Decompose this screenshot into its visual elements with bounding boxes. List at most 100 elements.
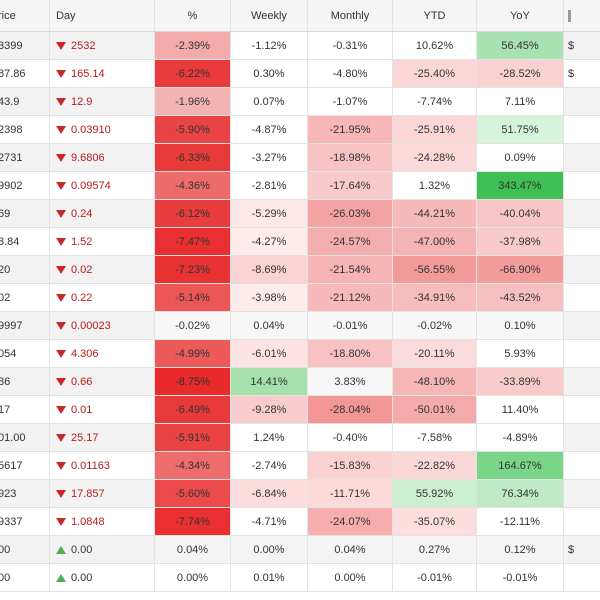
monthly-change-cell: -0.01% [308,312,393,339]
weekly-change-value: 0.07% [253,95,285,108]
table-row[interactable]: 9997 0.00023 -0.02% 0.04% -0.01% -0.02% 0.10% [0,312,600,340]
ytd-change-cell: -50.01% [393,396,477,423]
yoy-change-cell: 7.11% [477,88,564,115]
table-row[interactable]: 00 0.00 0.00% 0.01% 0.00% -0.01% -0.01% [0,564,600,592]
day-change-value: 17.857 [71,487,105,500]
percent-change-cell: -0.02% [155,312,231,339]
ytd-change-value: -0.02% [417,319,452,332]
percent-change-value: -7.23% [175,263,210,276]
day-change-cell: 17.857 [50,480,155,507]
monthly-change-value: 3.83% [334,375,366,388]
price-cell: 87.86 [0,60,50,87]
column-header-extra[interactable] [564,0,600,31]
yoy-change-value: 76.34% [501,487,539,500]
triangle-down-icon [56,349,66,358]
table-row[interactable]: 86 0.66 -8.75% 14.41% 3.83% -48.10% -33.89% [0,368,600,396]
day-change-cell: 1.0848 [50,508,155,535]
day-change-cell: 0.00 [50,536,155,563]
extra-cell [564,88,600,115]
percent-change-value: -0.02% [175,319,210,332]
table-row[interactable]: 01.00 25.17 -5.91% 1.24% -0.40% -7.58% -4.89% [0,424,600,452]
table-row[interactable]: 43.9 12.9 -1.96% 0.07% -1.07% -7.74% 7.11% [0,88,600,116]
price-cell: 054 [0,340,50,367]
monthly-change-cell: 3.83% [308,368,393,395]
table-row[interactable]: 00 0.00 0.04% 0.00% 0.04% 0.27% 0.12% $ [0,536,600,564]
percent-change-value: -7.47% [175,235,210,248]
price-value: 9902 [0,179,23,192]
column-header-price[interactable]: rice [0,0,50,31]
day-change-cell: 0.24 [50,200,155,227]
column-header-day[interactable]: Day [50,0,155,31]
yoy-change-cell: -37.98% [477,228,564,255]
extra-value: $ [568,39,575,52]
price-cell: 86 [0,368,50,395]
table-row[interactable]: 054 4.306 -4.99% -6.01% -18.80% -20.11% 5.93% [0,340,600,368]
monthly-change-cell: 0.04% [308,536,393,563]
table-row[interactable]: 87.86 165.14 -6.22% 0.30% -4.80% -25.40% -28.5… [0,60,600,88]
table-row[interactable]: 02 0.22 -5.14% -3.98% -21.12% -34.91% -43.52% [0,284,600,312]
extra-cell [564,508,600,535]
triangle-down-icon [56,433,66,442]
column-header-ytd[interactable]: YTD [393,0,477,31]
percent-change-cell: -4.99% [155,340,231,367]
monthly-change-cell: -21.12% [308,284,393,311]
column-header-yoy[interactable]: YoY [477,0,564,31]
day-change-value: 0.00 [71,571,93,584]
monthly-change-value: -21.95% [329,123,371,136]
table-row[interactable]: 17 0.01 -6.49% -9.28% -28.04% -50.01% 11.40% [0,396,600,424]
weekly-change-cell: 0.04% [231,312,308,339]
yoy-change-value: 0.10% [504,319,536,332]
table-row[interactable]: 8.84 1.52 -7.47% -4.27% -24.57% -47.00% -37.98… [0,228,600,256]
extra-cell [564,340,600,367]
triangle-down-icon [56,489,66,498]
extra-cell: $ [564,536,600,563]
weekly-change-value: 0.04% [253,319,285,332]
weekly-change-cell: -4.87% [231,116,308,143]
day-change-value: 0.09574 [71,179,111,192]
ytd-change-value: -25.40% [414,67,455,80]
ytd-change-cell: -25.91% [393,116,477,143]
table-row[interactable]: 5617 0.01163 -4.34% -2.74% -15.83% -22.82% 164… [0,452,600,480]
column-header-weekly[interactable]: Weekly [231,0,308,31]
monthly-change-cell: -4.80% [308,60,393,87]
ytd-change-cell: -24.28% [393,144,477,171]
price-value: 00 [0,571,11,584]
day-change-cell: 0.22 [50,284,155,311]
price-value: 69 [0,207,11,220]
price-cell: 00 [0,564,50,591]
table-row[interactable]: 9337 1.0848 -7.74% -4.71% -24.07% -35.07% -12.… [0,508,600,536]
day-change-value: 0.00023 [71,319,111,332]
ytd-change-cell: 0.27% [393,536,477,563]
table-row[interactable]: 2398 0.03910 -5.90% -4.87% -21.95% -25.91% 51.… [0,116,600,144]
table-row[interactable]: 69 0.24 -6.12% -5.29% -26.03% -44.21% -40.04% [0,200,600,228]
ytd-change-value: -34.91% [414,291,455,304]
weekly-change-cell: -2.74% [231,452,308,479]
monthly-change-cell: -24.07% [308,508,393,535]
ytd-change-cell: -34.91% [393,284,477,311]
table-row[interactable]: 20 0.02 -7.23% -8.69% -21.54% -56.55% -66.90% [0,256,600,284]
table-row[interactable]: 9902 0.09574 -4.36% -2.81% -17.64% 1.32% 343.4… [0,172,600,200]
table-row[interactable]: 3399 2532 -2.39% -1.12% -0.31% 10.62% 56.45% $ [0,32,600,60]
day-change-value: 165.14 [71,67,105,80]
weekly-change-cell: 0.07% [231,88,308,115]
yoy-change-value: 5.93% [504,347,536,360]
column-header-monthly[interactable]: Monthly [308,0,393,31]
day-change-cell: 0.00 [50,564,155,591]
ytd-change-cell: -7.74% [393,88,477,115]
weekly-change-value: -9.28% [251,403,287,416]
price-value: 17 [0,403,11,416]
column-header-percent[interactable]: % [155,0,231,31]
ytd-change-cell: -7.58% [393,424,477,451]
yoy-change-cell: 11.40% [477,396,564,423]
percent-change-cell: -7.23% [155,256,231,283]
price-cell: 5617 [0,452,50,479]
weekly-change-cell: 14.41% [231,368,308,395]
weekly-change-value: 1.24% [253,431,285,444]
triangle-up-icon [56,545,66,554]
table-row[interactable]: 923 17.857 -5.60% -6.84% -11.71% 55.92% 76.34% [0,480,600,508]
column-header-price-label: rice [0,9,16,22]
table-row[interactable]: 2731 9.6806 -6.33% -3.27% -18.98% -24.28% 0.09… [0,144,600,172]
percent-change-cell: -4.36% [155,172,231,199]
weekly-change-value: -4.71% [251,515,287,528]
percent-change-value: -4.36% [175,179,210,192]
